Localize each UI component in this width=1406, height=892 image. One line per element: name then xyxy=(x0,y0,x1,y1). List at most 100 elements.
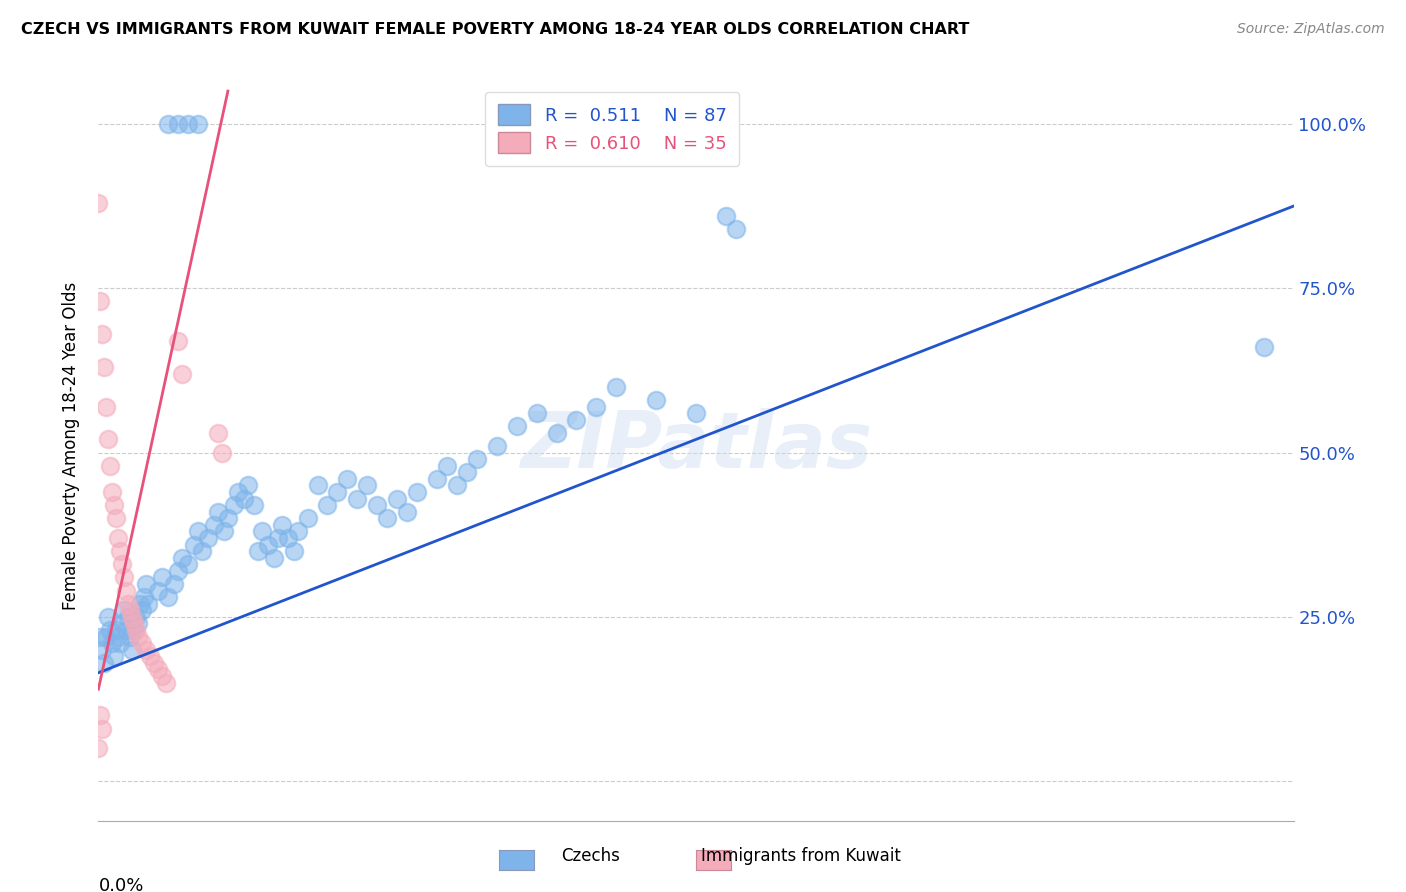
Point xyxy=(187,117,209,131)
Point xyxy=(605,380,627,394)
Point xyxy=(124,616,146,631)
Point xyxy=(406,485,429,500)
Point xyxy=(115,623,138,637)
Point xyxy=(187,524,209,539)
Point xyxy=(191,544,214,558)
Point xyxy=(98,458,122,473)
Point xyxy=(1253,340,1275,354)
Point xyxy=(89,708,111,723)
Text: Source: ZipAtlas.com: Source: ZipAtlas.com xyxy=(1237,22,1385,37)
Point xyxy=(101,636,124,650)
Point xyxy=(546,425,568,440)
Point xyxy=(120,603,142,617)
Point xyxy=(211,445,233,459)
Point xyxy=(506,419,529,434)
Point xyxy=(565,413,588,427)
Point xyxy=(135,577,157,591)
Point xyxy=(101,485,124,500)
Point xyxy=(112,570,135,584)
Point xyxy=(172,367,194,381)
Point xyxy=(91,642,114,657)
Point xyxy=(107,531,129,545)
Point xyxy=(307,478,329,492)
Point xyxy=(385,491,409,506)
Point xyxy=(103,649,125,664)
Point xyxy=(267,531,290,545)
Point xyxy=(246,544,269,558)
Point xyxy=(134,590,156,604)
Point xyxy=(217,511,239,525)
Point xyxy=(236,478,259,492)
Point xyxy=(326,485,349,500)
Point xyxy=(127,616,149,631)
Point xyxy=(396,505,419,519)
Point xyxy=(148,583,170,598)
Point xyxy=(115,583,138,598)
Point xyxy=(157,590,180,604)
Point xyxy=(297,511,319,525)
Point xyxy=(283,544,305,558)
Point xyxy=(426,472,449,486)
Point xyxy=(120,630,142,644)
Point xyxy=(207,505,229,519)
Text: CZECH VS IMMIGRANTS FROM KUWAIT FEMALE POVERTY AMONG 18-24 YEAR OLDS CORRELATION: CZECH VS IMMIGRANTS FROM KUWAIT FEMALE P… xyxy=(21,22,970,37)
Point xyxy=(87,195,110,210)
Point xyxy=(121,642,143,657)
Point xyxy=(129,597,152,611)
Point xyxy=(232,491,254,506)
Point xyxy=(111,616,134,631)
Point xyxy=(346,491,368,506)
Point xyxy=(436,458,458,473)
Point xyxy=(243,498,266,512)
Point xyxy=(124,623,146,637)
Point xyxy=(256,538,278,552)
Point xyxy=(89,630,111,644)
Text: ZIPatlas: ZIPatlas xyxy=(520,408,872,484)
Point xyxy=(111,558,134,572)
Point xyxy=(724,222,747,236)
Text: 0.0%: 0.0% xyxy=(98,877,143,892)
Point xyxy=(287,524,309,539)
Point xyxy=(112,603,135,617)
Point xyxy=(336,472,359,486)
Point xyxy=(91,722,114,736)
Point xyxy=(167,564,190,578)
Point xyxy=(110,544,132,558)
Point xyxy=(125,610,148,624)
Point xyxy=(136,597,159,611)
Point xyxy=(366,498,388,512)
Point xyxy=(91,327,114,342)
Point xyxy=(131,636,153,650)
Point xyxy=(105,511,128,525)
Point xyxy=(263,550,285,565)
Point xyxy=(316,498,339,512)
Point xyxy=(155,675,177,690)
Point xyxy=(207,425,229,440)
Point xyxy=(172,550,194,565)
Point xyxy=(121,610,143,624)
Point xyxy=(585,400,607,414)
Point xyxy=(117,610,139,624)
Point xyxy=(250,524,273,539)
Point xyxy=(89,294,111,309)
Point xyxy=(97,610,120,624)
Point xyxy=(685,406,707,420)
Point xyxy=(97,433,120,447)
Point xyxy=(202,517,225,532)
Point xyxy=(110,636,132,650)
Point xyxy=(222,498,245,512)
Point xyxy=(131,603,153,617)
Point xyxy=(485,439,508,453)
Point xyxy=(645,392,668,407)
Point xyxy=(167,334,190,348)
Point xyxy=(135,642,157,657)
Point xyxy=(226,485,249,500)
Y-axis label: Female Poverty Among 18-24 Year Olds: Female Poverty Among 18-24 Year Olds xyxy=(62,282,80,610)
Point xyxy=(105,623,128,637)
Point xyxy=(150,669,173,683)
Point xyxy=(143,656,166,670)
Point xyxy=(446,478,468,492)
Point xyxy=(183,538,205,552)
Point xyxy=(177,558,200,572)
Point xyxy=(356,478,378,492)
